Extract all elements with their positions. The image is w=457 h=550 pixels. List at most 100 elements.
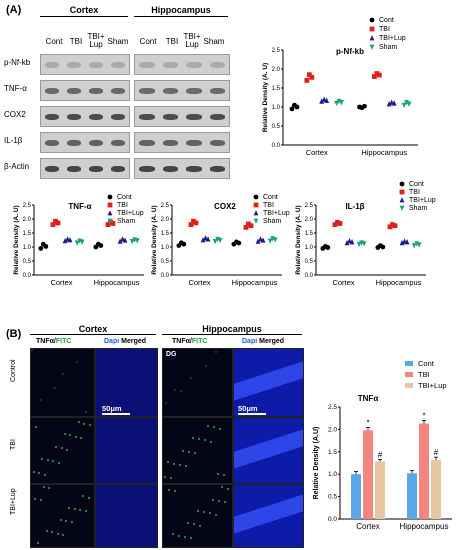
wb-band [67, 114, 81, 120]
wb-band [209, 62, 225, 68]
y-tick-label: 1.0 [328, 471, 337, 478]
fitc-signal [32, 470, 35, 473]
legend-label: Cont [117, 194, 132, 201]
panel-b-label: (B) [6, 328, 22, 340]
dot-plot: 0.0 0.5 1.0 1.5 2.0 2.5 TNF-α Relative Density … [13, 202, 144, 287]
chart-title: TNF-α [68, 202, 91, 211]
legend-label: Cont [379, 17, 394, 24]
wb-header-cortex: Cortex [69, 5, 99, 15]
bar [375, 461, 385, 519]
data-point [337, 221, 343, 226]
data-point [272, 237, 278, 243]
data-point [193, 220, 199, 226]
fitc-signal [209, 440, 212, 443]
data-point [361, 241, 367, 247]
fitc-signal [188, 450, 191, 453]
y-tick-label: 2.5 [161, 203, 170, 209]
legend-label: Cont [263, 194, 278, 201]
wb-band [139, 114, 155, 120]
wb-band [67, 166, 81, 172]
wb-band [162, 166, 178, 172]
wb-band [186, 62, 202, 68]
wb-band [162, 62, 178, 68]
data-point [53, 218, 58, 224]
wb-band [162, 140, 178, 146]
y-tick-label: 1.5 [328, 449, 337, 456]
fitc-signal [69, 434, 72, 437]
fitc-signal [82, 495, 85, 498]
data-point [399, 239, 405, 246]
wb-band [67, 62, 81, 68]
wb-band [111, 88, 125, 94]
data-point [203, 235, 208, 241]
fitc-signal [66, 448, 69, 451]
y-tick-label: 0.0 [305, 273, 314, 279]
wb-blot [40, 54, 130, 75]
data-point [380, 244, 386, 250]
chart-title: IL-1β [345, 202, 364, 211]
bar [363, 430, 373, 519]
wb-band [139, 88, 155, 94]
data-point [324, 97, 330, 103]
data-point [205, 236, 211, 242]
chart-title: p-Nf-kb [336, 47, 364, 56]
wb-band [89, 166, 103, 172]
fitc-signal [51, 531, 54, 534]
data-point [289, 106, 295, 112]
fitc-signal [171, 533, 174, 536]
y-tick-label: 2.0 [161, 217, 170, 223]
fitc-signal [77, 421, 80, 424]
data-point [267, 238, 273, 244]
legend-swatch [405, 383, 413, 388]
fitc-signal [189, 537, 192, 540]
dot-plot: 0.0 0.5 1.0 1.5 2.0 2.5 p-Nf-kb Relative Densit… [262, 47, 418, 157]
legend-label: Sham [379, 44, 397, 51]
data-point [67, 237, 73, 243]
micrograph-tile [30, 417, 95, 484]
panel-a-label: (A) [6, 4, 22, 16]
legend-label: TBI [117, 202, 128, 209]
fitc-signal [63, 433, 66, 436]
fitc-signal [197, 437, 200, 440]
y-tick-label: 1.0 [272, 105, 281, 111]
fitc-signal [213, 426, 216, 429]
y-tick-label: 2.5 [23, 203, 32, 209]
fitc-signal [41, 457, 44, 460]
fitc-signal [59, 518, 62, 521]
wb-blot [40, 132, 130, 153]
fitc-signal [88, 424, 91, 427]
data-point [200, 237, 206, 243]
micro-line-hippocampus [162, 334, 302, 335]
wb-lane-label: Sham [107, 37, 129, 46]
data-point [416, 242, 422, 248]
fitc-signal [182, 449, 185, 452]
legend-label: Sham [117, 218, 135, 225]
data-point [212, 239, 218, 245]
wb-header-line-cortex [40, 16, 128, 17]
data-point [43, 244, 49, 249]
fitc-signal [199, 524, 202, 527]
legend-swatch [405, 372, 413, 377]
y-tick-label: 2.5 [328, 404, 337, 411]
y-tick-label: 1.0 [161, 245, 170, 251]
fitc-signal [84, 410, 87, 413]
wb-band [209, 140, 225, 146]
fitc-signal [39, 499, 42, 502]
bar [351, 474, 361, 519]
data-point [253, 202, 259, 208]
data-point [376, 72, 382, 78]
wb-protein-label: p-Nf-kb [4, 58, 31, 67]
wb-band [89, 62, 103, 68]
data-point [390, 222, 395, 227]
data-point [411, 243, 417, 249]
micrograph-tile [162, 348, 233, 417]
data-point [253, 218, 259, 224]
fitc-signal [180, 390, 183, 393]
fitc-signal [46, 459, 49, 462]
fitc-signal [168, 488, 171, 491]
fitc-signal [203, 439, 206, 442]
dentate-gyrus-band [234, 427, 303, 470]
category-label: Cortex [332, 278, 354, 287]
fitc-signal [202, 511, 205, 514]
data-point [236, 240, 242, 246]
